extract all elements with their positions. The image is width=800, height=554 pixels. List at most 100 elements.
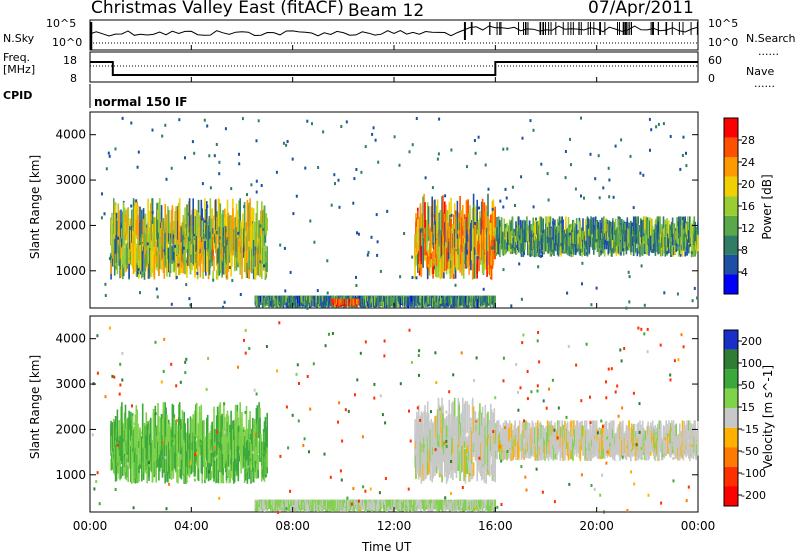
echo-cell: [435, 244, 437, 258]
echo-cell: [609, 221, 611, 239]
echo-cell: [123, 234, 126, 256]
echo-cell: [461, 220, 463, 252]
echo-cell: [157, 219, 159, 239]
echo-cell: [249, 218, 251, 233]
echo-cell: [469, 205, 471, 239]
echo-cell: [110, 424, 112, 448]
echo-cell: [271, 499, 273, 506]
echo-cell: [280, 299, 283, 307]
echo-cell: [230, 410, 232, 450]
echo-cell: [474, 297, 477, 308]
echo-cell: [581, 231, 583, 242]
echo-cell: [457, 295, 459, 301]
echo-cell: [257, 298, 259, 306]
echo-cell: [133, 205, 136, 242]
echo-cell: [625, 221, 628, 236]
echo-cell: [125, 264, 128, 272]
echo-cell: [168, 441, 170, 453]
echo-cell: [632, 246, 635, 256]
echo-cell: [426, 499, 429, 506]
echo-cell: [270, 295, 272, 301]
echo-cell: [501, 231, 504, 249]
echo-cell: [282, 499, 285, 505]
echo-cell: [373, 297, 375, 308]
echo-cell: [127, 417, 129, 452]
echo-cell: [608, 222, 610, 237]
scatter-point: [223, 300, 226, 304]
echo-cell: [639, 247, 641, 257]
echo-cell: [430, 499, 432, 506]
echo-cell: [543, 242, 545, 253]
echo-cell: [535, 236, 537, 250]
echo-cell: [598, 241, 601, 257]
echo-cell: [216, 465, 219, 479]
echo-cell: [488, 264, 490, 274]
echo-cell: [675, 230, 677, 240]
echo-cell: [241, 241, 243, 280]
echo-cell: [646, 221, 648, 245]
echo-cell: [189, 226, 192, 239]
scatter-point: [403, 232, 406, 235]
echo-cell: [219, 216, 222, 234]
echo-cell: [219, 244, 222, 273]
echo-cell: [119, 238, 121, 261]
echo-cell: [462, 221, 465, 231]
echo-cell: [296, 501, 298, 512]
echo-cell: [168, 450, 170, 475]
echo-cell: [471, 207, 474, 245]
echo-cell: [460, 211, 462, 247]
echo-cell: [660, 243, 662, 257]
echo-cell: [147, 252, 149, 279]
echo-cell: [523, 229, 525, 252]
echo-cell: [392, 296, 394, 307]
echo-cell: [477, 222, 479, 230]
echo-cell: [263, 442, 266, 456]
echo-cell: [572, 232, 574, 244]
echo-cell: [255, 432, 258, 448]
scatter-point: [222, 305, 225, 309]
echo-cell: [432, 300, 435, 308]
echo-cell: [395, 295, 398, 302]
echo-cell: [225, 428, 228, 461]
echo-cell: [662, 216, 665, 235]
echo-cell: [589, 235, 591, 246]
echo-cell: [453, 249, 456, 265]
echo-cell: [679, 248, 681, 256]
echo-cell: [621, 219, 623, 234]
echo-cell: [512, 238, 515, 248]
echo-cell: [235, 430, 238, 450]
scatter-point: [454, 283, 457, 287]
echo-cell: [689, 233, 691, 243]
echo-cell: [137, 215, 139, 254]
echo-cell: [223, 235, 225, 274]
echo-cell: [161, 435, 164, 474]
echo-cell: [178, 251, 181, 275]
echo-cell: [431, 297, 433, 308]
echo-cell: [161, 218, 164, 235]
echo-cell: [556, 234, 559, 255]
echo-cell: [124, 429, 127, 447]
echo-cell: [689, 222, 692, 242]
echo-cell: [457, 217, 460, 231]
echo-cell: [621, 232, 623, 252]
echo-cell: [408, 295, 411, 304]
echo-cell: [318, 295, 321, 305]
echo-cell: [255, 295, 258, 307]
echo-cell: [659, 216, 661, 237]
echo-cell: [321, 499, 324, 507]
scatter-point: [570, 163, 572, 167]
echo-cell: [490, 248, 493, 266]
scatter-point: [696, 296, 699, 300]
echo-cell: [328, 297, 330, 307]
echo-cell: [179, 225, 182, 262]
scatter-point: [182, 246, 185, 250]
echo-cell: [150, 220, 153, 241]
scatter-point: [262, 228, 265, 232]
echo-cell: [264, 416, 267, 445]
echo-cell: [476, 221, 478, 235]
echo-cell: [694, 221, 696, 237]
echo-cell: [515, 229, 517, 243]
echo-cell: [202, 232, 204, 257]
echo-cell: [196, 262, 199, 279]
echo-cell: [539, 224, 542, 243]
